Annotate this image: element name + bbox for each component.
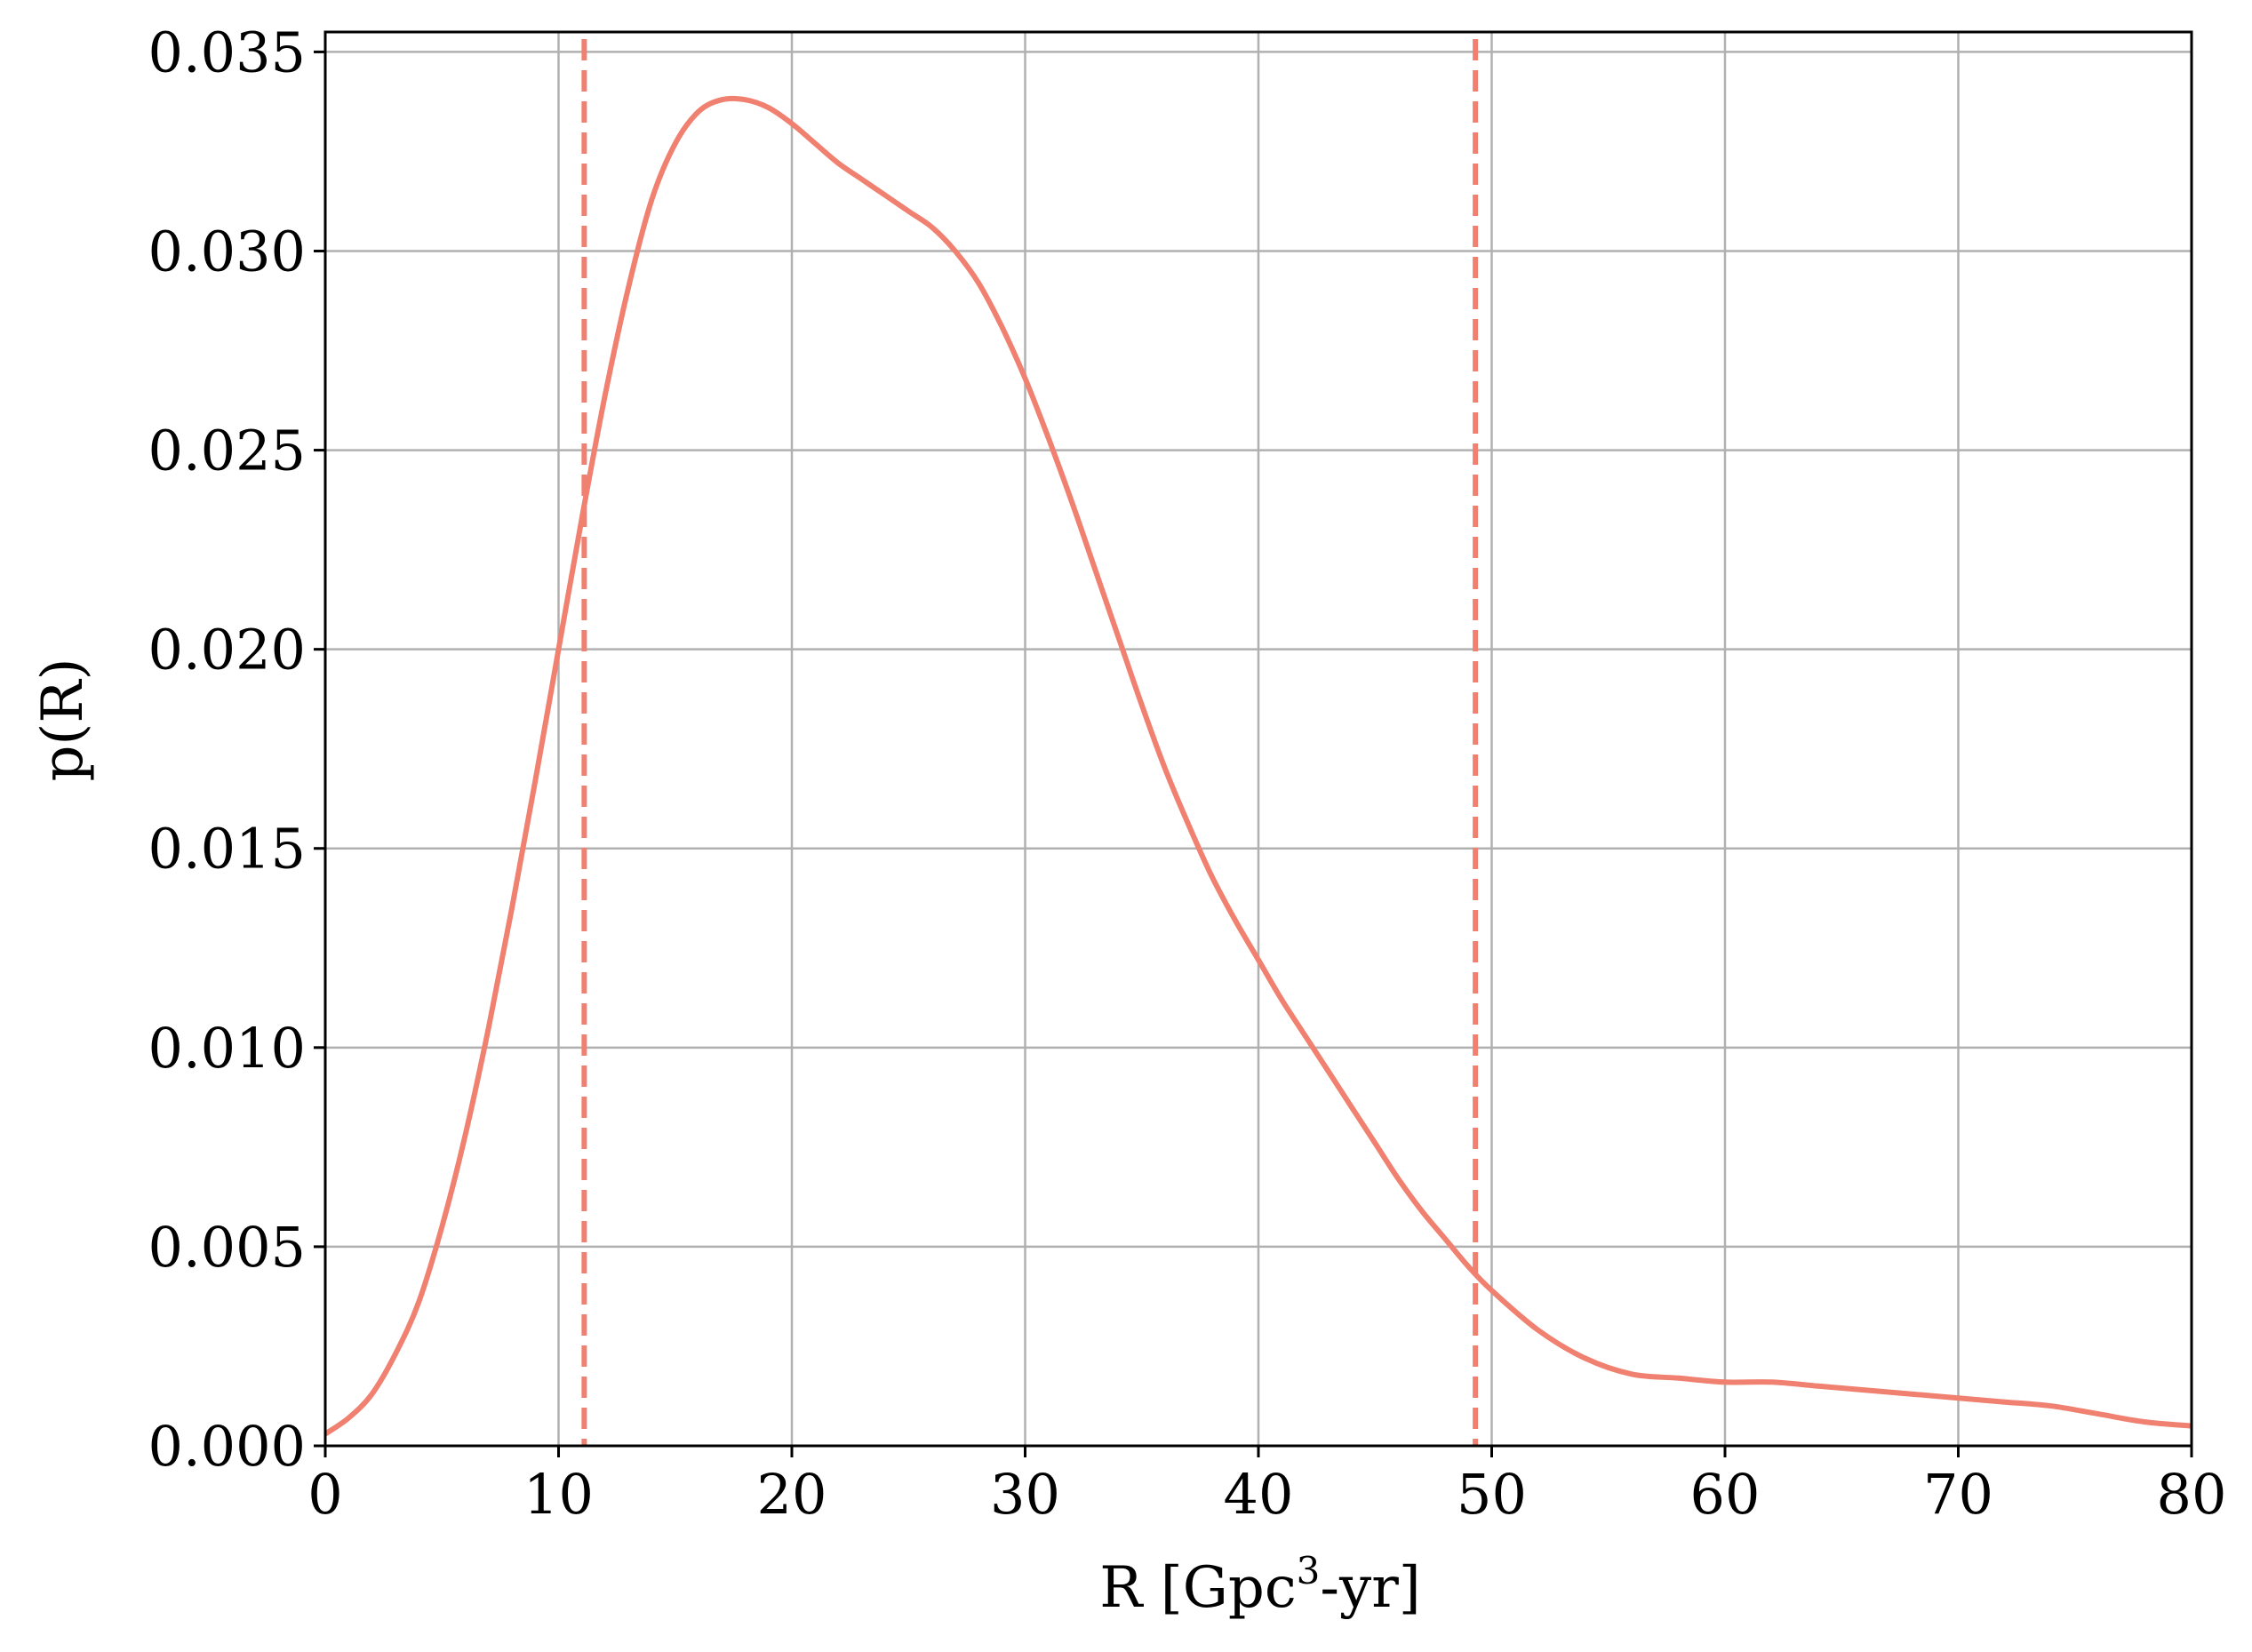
y-axis-ticks: 0.000 0.005 0.010 0.015 0.020 0.025 0.030 0.035	[148, 20, 325, 1479]
x-axis-label-main: R [Gpc	[1099, 1555, 1296, 1621]
vline-layer	[581, 39, 1479, 1446]
grid	[323, 32, 2193, 1448]
y-tick-label: 0.025	[148, 419, 307, 483]
y-tick-label: 0.010	[148, 1016, 307, 1081]
x-axis-ticks: 0 10 20 30 40 50 60 70 80	[307, 1446, 2226, 1527]
y-tick-label: 0.000	[148, 1414, 307, 1479]
x-axis-label-superscript: 3	[1297, 1549, 1321, 1592]
x-tick-label: 70	[1923, 1462, 1993, 1527]
x-tick-label: 30	[990, 1462, 1060, 1527]
y-tick-label: 0.030	[148, 219, 307, 283]
x-tick-label: 50	[1457, 1462, 1527, 1527]
x-tick-label: 40	[1224, 1462, 1294, 1527]
curve-layer	[323, 95, 2192, 1437]
x-axis-label: R [Gpc3-yr]	[1099, 1549, 1421, 1621]
x-tick-label: 80	[2157, 1462, 2227, 1527]
x-tick-label: 10	[523, 1462, 594, 1527]
x-tick-label: 60	[1690, 1462, 1761, 1527]
density-curve	[323, 95, 2192, 1437]
y-axis-label: p(R)	[30, 658, 96, 781]
x-tick-label: 0	[307, 1462, 342, 1527]
x-tick-label: 20	[757, 1462, 827, 1527]
y-tick-label: 0.005	[148, 1215, 307, 1280]
x-axis-label-tail: -yr]	[1320, 1555, 1420, 1621]
y-tick-label: 0.020	[148, 618, 307, 682]
y-tick-label: 0.015	[148, 817, 307, 882]
y-tick-label: 0.035	[148, 20, 307, 84]
